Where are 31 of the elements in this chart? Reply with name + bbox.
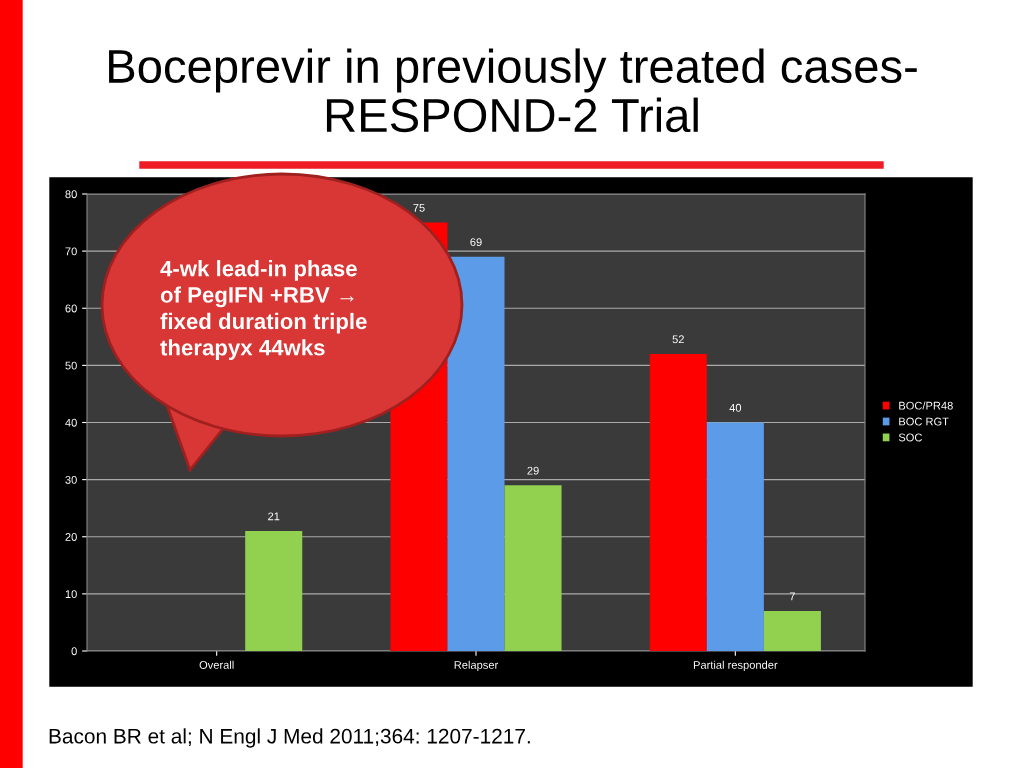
x-tick-label: Relapser [454, 660, 499, 672]
legend-label: SOC [898, 433, 922, 442]
bar [447, 256, 505, 651]
y-tick-label: 20 [65, 533, 77, 541]
y-tick-label: 30 [65, 475, 77, 484]
y-tick-label: 40 [65, 418, 77, 427]
x-tick-label: Partial responder [693, 660, 778, 672]
bar [245, 531, 303, 651]
y-tick-label: 70 [65, 247, 77, 256]
bar [763, 611, 821, 651]
bar [649, 353, 707, 651]
text: Bacon BR et al; N Engl J Med 2011;364: 1207-1217. [49, 728, 530, 748]
y-tick-label: 10 [65, 590, 77, 599]
data-label: 7 [789, 592, 795, 601]
legend-label: BOC/PR48 [899, 401, 953, 410]
y-tick-label: 50 [65, 361, 77, 370]
annotation: 4-wk lead-in phase of PegIFN +RBV → fixed duration triple therapyx 44wks [160, 260, 367, 360]
chart-title: Boceprevir in previously treated cases- RESPOND-2 Trial [109, 48, 917, 133]
legend-label: BOC RGT [899, 417, 949, 426]
data-label: 40 [729, 403, 742, 412]
data-label: 75 [413, 204, 425, 212]
data-label: 29 [527, 466, 539, 475]
y-tick-label: 80 [65, 190, 77, 199]
data-label: 69 [470, 238, 482, 247]
x-tick-label: Overall [199, 660, 234, 669]
y-tick-label: 0 [71, 647, 77, 656]
bar [706, 422, 764, 651]
y-tick-label: 60 [65, 304, 77, 313]
data-label: 21 [268, 512, 280, 521]
bar [504, 485, 562, 651]
data-label: 52 [672, 335, 684, 344]
